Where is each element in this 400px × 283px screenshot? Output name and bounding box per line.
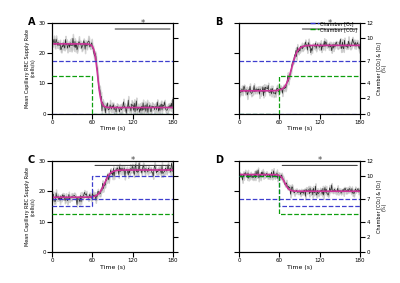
Y-axis label: Chamber [CO₂] & [O₂]
(%): Chamber [CO₂] & [O₂] (%)	[376, 180, 387, 233]
X-axis label: Time (s): Time (s)	[100, 126, 125, 131]
X-axis label: Time (s): Time (s)	[100, 265, 125, 269]
Y-axis label: Mean Capillary RBC Supply Rate
(cells/s): Mean Capillary RBC Supply Rate (cells/s)	[25, 167, 36, 246]
Text: *: *	[130, 156, 135, 164]
Text: *: *	[140, 19, 145, 28]
Y-axis label: Mean Capillary RBC Supply Rate
(cells/s): Mean Capillary RBC Supply Rate (cells/s)	[25, 29, 36, 108]
Text: C: C	[28, 155, 35, 166]
Text: *: *	[318, 156, 322, 164]
Text: *: *	[328, 19, 332, 28]
Y-axis label: Chamber [CO₂] & [O₂]
(%): Chamber [CO₂] & [O₂] (%)	[376, 42, 387, 95]
Text: A: A	[28, 17, 35, 27]
X-axis label: Time (s): Time (s)	[287, 265, 312, 269]
Text: B: B	[215, 17, 222, 27]
X-axis label: Time (s): Time (s)	[287, 126, 312, 131]
Text: D: D	[215, 155, 223, 166]
Legend: Chamber [O₂], Chamber [CO₂]: Chamber [O₂], Chamber [CO₂]	[310, 21, 358, 33]
